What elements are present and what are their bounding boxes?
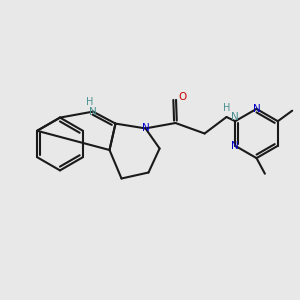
Text: O: O — [178, 92, 186, 103]
Text: H: H — [86, 97, 93, 107]
Text: H: H — [223, 103, 230, 113]
Text: N: N — [253, 104, 260, 114]
Text: N: N — [89, 106, 97, 117]
Text: N: N — [142, 123, 149, 134]
Text: N: N — [231, 112, 239, 122]
Text: N: N — [231, 141, 239, 151]
